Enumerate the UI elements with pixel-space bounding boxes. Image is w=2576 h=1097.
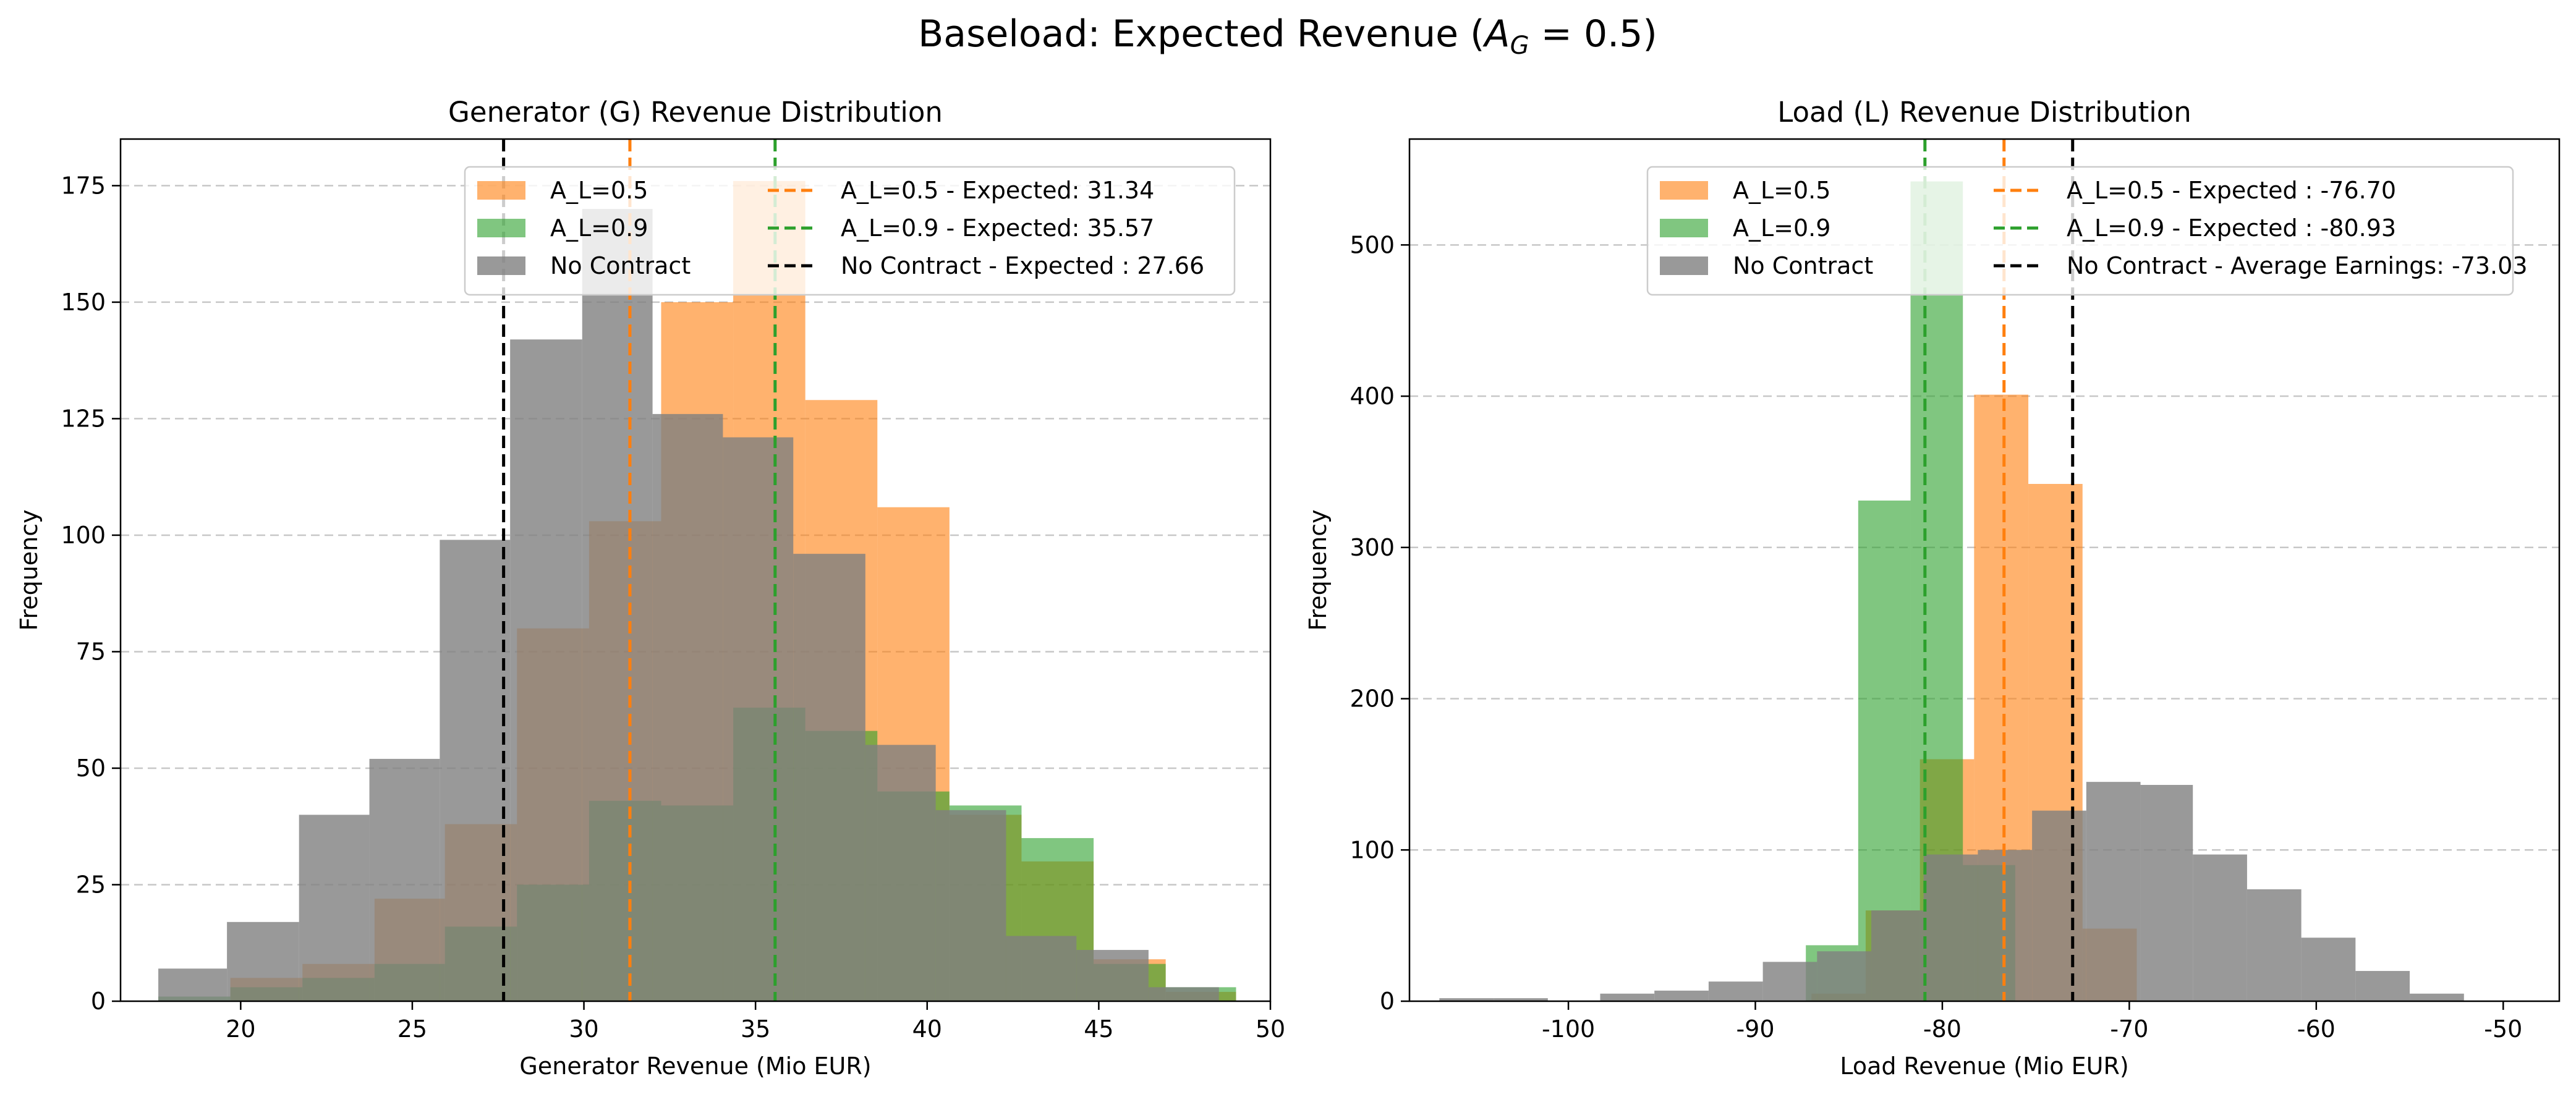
histogram-bar — [2086, 782, 2141, 1001]
x-tick-label: 30 — [569, 1015, 598, 1043]
y-tick-label: 175 — [61, 172, 106, 199]
series-no-contract — [1439, 782, 2464, 1001]
series-no-contract — [158, 209, 1219, 1002]
figure-title-suffix: = 0.5) — [1529, 12, 1657, 56]
figure-title-sub: G — [1510, 32, 1529, 60]
histogram-bar — [2193, 854, 2247, 1001]
legend-label: A_L=0.5 — [550, 177, 648, 204]
x-axis-label: Generator Revenue (Mio EUR) — [519, 1053, 871, 1080]
histogram-bar — [227, 921, 299, 1001]
y-tick-label: 500 — [1350, 231, 1395, 258]
histogram-bar — [1923, 854, 1978, 1001]
y-axis-label: Frequency — [15, 509, 43, 630]
histogram-bar — [2355, 971, 2410, 1001]
histogram-bar — [440, 540, 511, 1001]
legend-label: A_L=0.9 - Expected: 35.57 — [841, 214, 1154, 242]
y-tick-label: 25 — [76, 871, 106, 898]
histogram-bar — [2247, 889, 2302, 1001]
y-tick-label: 50 — [76, 755, 106, 782]
y-tick-label: 100 — [1350, 836, 1395, 863]
legend-label: No Contract - Average Earnings: -73.03 — [2067, 252, 2528, 279]
histogram-bar — [1871, 910, 1924, 1001]
chart-title: Load (L) Revenue Distribution — [1777, 96, 2191, 129]
y-axis-label: Frequency — [1304, 509, 1332, 630]
histogram-bar — [935, 810, 1006, 1001]
load-revenue-panel: -100 -90 -80 -70 -60 -50 0 100 200 300 400 500 Load … — [1304, 96, 2561, 1080]
histogram-bar — [723, 437, 794, 1001]
x-tick-label: 35 — [741, 1015, 770, 1043]
y-tick-label: 0 — [1380, 988, 1395, 1015]
y-tick-label: 75 — [76, 638, 106, 665]
histogram-bar — [1076, 950, 1149, 1001]
histogram-bar — [2140, 785, 2193, 1001]
legend-frame — [1646, 166, 2514, 296]
figure-title-var: A — [1482, 12, 1510, 56]
legend-label: No Contract — [1733, 252, 1873, 279]
histogram-bar — [1600, 993, 1655, 1001]
y-tick-label: 200 — [1350, 685, 1395, 713]
y-tick-label: 300 — [1350, 534, 1395, 561]
legend-label: A_L=0.5 — [1733, 177, 1830, 204]
legend: A_L=0.5 A_L=0.9 No Contract A_L=0.5 - Expec… — [464, 166, 1236, 296]
legend-swatch-a-l-0-9 — [477, 219, 525, 237]
histogram-bar — [158, 968, 227, 1001]
legend-label: A_L=0.5 - Expected: 31.34 — [841, 177, 1154, 204]
legend-swatch-a-l-0-5 — [477, 181, 525, 200]
histogram-bar — [510, 339, 582, 1002]
chart-title: Generator (G) Revenue Distribution — [448, 96, 943, 129]
histogram-bar — [582, 209, 653, 1001]
x-tick-label: -70 — [2110, 1015, 2148, 1043]
histogram-bar — [1439, 998, 1494, 1001]
x-tick-label: -90 — [1736, 1015, 1774, 1043]
legend-swatch-a-l-0-9 — [1660, 219, 1708, 237]
x-tick-label: -100 — [1542, 1015, 1595, 1043]
legend-label: A_L=0.9 — [1733, 214, 1830, 242]
x-tick-label: -80 — [1923, 1015, 1962, 1043]
histogram-bar — [2410, 993, 2464, 1001]
histogram-bar — [1494, 998, 1548, 1001]
y-tick-label: 150 — [61, 289, 106, 316]
y-tick-label: 125 — [61, 405, 106, 432]
legend-label: A_L=0.9 - Expected : -80.93 — [2067, 214, 2396, 242]
x-tick-label: 25 — [397, 1015, 427, 1043]
x-axis-label: Load Revenue (Mio EUR) — [1840, 1053, 2128, 1080]
histogram-bar — [793, 554, 865, 1001]
x-tick-label: 20 — [226, 1015, 255, 1043]
histogram-bar — [2032, 810, 2086, 1001]
x-tick-label: 45 — [1084, 1015, 1113, 1043]
y-tick-label: 0 — [91, 988, 106, 1015]
histogram-bar — [1762, 962, 1817, 1001]
histogram-bar — [652, 413, 723, 1001]
figure-title: Baseload: Expected Revenue (AG = 0.5) — [918, 12, 1657, 60]
x-tick-label: -60 — [2297, 1015, 2336, 1043]
x-tick-label: -50 — [2484, 1015, 2522, 1043]
legend-frame — [464, 166, 1236, 296]
histogram-bar — [299, 815, 370, 1001]
histogram-bar — [1708, 981, 1763, 1001]
legend-swatch-a-l-0-5 — [1660, 181, 1708, 200]
histogram-bar — [865, 745, 936, 1001]
y-tick-label: 400 — [1350, 383, 1395, 410]
axes-frame — [119, 138, 1272, 1002]
histogram-bar — [1148, 987, 1219, 1001]
histogram-bar — [1006, 936, 1077, 1001]
x-tick-label: 40 — [912, 1015, 942, 1043]
axes-frame — [1408, 138, 2561, 1002]
generator-revenue-panel: 20 25 30 35 40 45 50 0 25 50 75 100 125 150 175 Generat… — [15, 96, 1285, 1080]
y-tick-label: 100 — [61, 522, 106, 549]
histogram-bar — [1817, 951, 1872, 1001]
legend-label: A_L=0.5 - Expected : -76.70 — [2067, 177, 2396, 204]
histogram-bar — [369, 758, 440, 1001]
histogram-bar — [1654, 990, 1709, 1001]
legend-label: No Contract — [550, 252, 691, 279]
legend-swatch-no-contract — [477, 256, 525, 275]
x-tick-label: 50 — [1256, 1015, 1285, 1043]
legend-label: No Contract - Expected : 27.66 — [841, 252, 1204, 279]
legend-swatch-no-contract — [1660, 256, 1708, 275]
legend: A_L=0.5 A_L=0.9 No Contract A_L=0.5 - Expec… — [1646, 166, 2528, 296]
legend-label: A_L=0.9 — [550, 214, 648, 242]
histogram-bar — [2301, 938, 2356, 1001]
figure-title-prefix: Baseload: Expected Revenue ( — [918, 12, 1484, 56]
